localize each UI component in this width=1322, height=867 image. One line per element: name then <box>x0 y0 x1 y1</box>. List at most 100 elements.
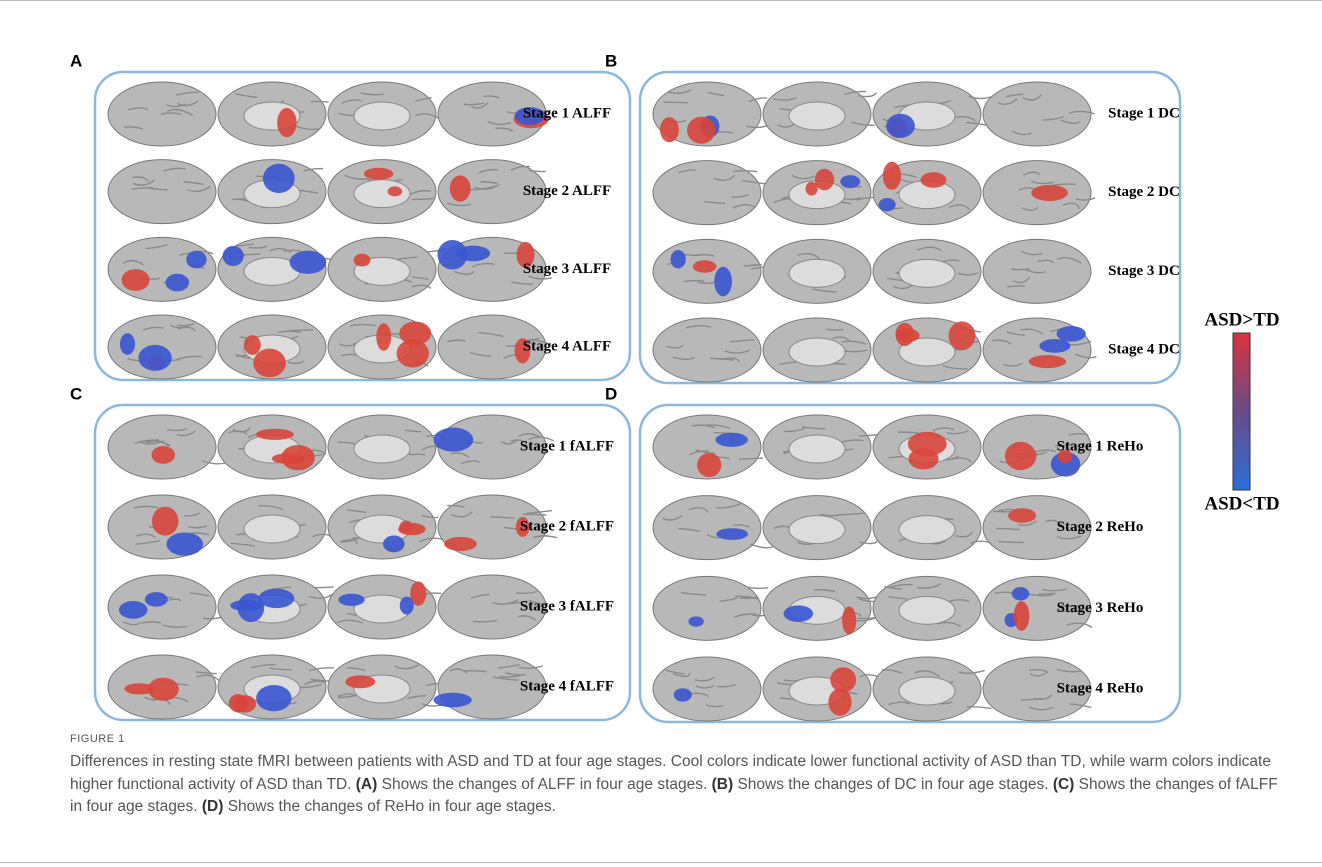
row-label: Stage 2 ReHo <box>1057 519 1144 535</box>
activation-blob <box>434 428 474 452</box>
caption-letter: (B) <box>712 776 734 793</box>
brain <box>328 495 443 559</box>
brain <box>108 575 227 639</box>
brain <box>653 82 770 146</box>
row-label: Stage 1 ALFF <box>523 105 611 121</box>
brain <box>328 237 446 301</box>
medial-wall <box>354 102 410 130</box>
activation-blob <box>388 186 403 196</box>
caption-label: FIGURE 1 <box>70 733 1285 745</box>
brain <box>108 160 216 224</box>
row-label: Stage 1 ReHo <box>1057 438 1144 454</box>
activation-blob <box>883 162 901 190</box>
brain <box>328 655 448 719</box>
medial-wall <box>899 516 955 544</box>
gyrus <box>993 511 1010 512</box>
activation-blob <box>828 689 851 716</box>
gyrus <box>826 329 843 330</box>
activation-blob <box>1029 355 1066 368</box>
row-label: Stage 4 fALFF <box>520 678 614 694</box>
row-label: Stage 4 ALFF <box>523 338 611 354</box>
caption-letter: (C) <box>1053 776 1075 793</box>
brain <box>328 575 441 639</box>
row-label: Stage 1 fALFF <box>520 438 614 454</box>
activation-blob <box>716 528 748 540</box>
activation-blob <box>660 117 679 142</box>
row-label: Stage 1 DC <box>1108 105 1180 121</box>
activation-blob <box>1005 442 1036 470</box>
brain <box>983 239 1091 303</box>
brain <box>873 161 981 225</box>
activation-blob <box>1008 508 1036 523</box>
row-label: Stage 3 ALFF <box>523 261 611 277</box>
activation-blob <box>272 453 305 464</box>
activation-blob <box>338 594 364 606</box>
activation-blob <box>1056 326 1085 342</box>
brain <box>763 657 884 721</box>
caption-letter: (D) <box>202 798 224 815</box>
brain <box>108 655 219 719</box>
activation-blob <box>949 321 976 350</box>
activation-blob <box>1039 339 1070 353</box>
activation-blob <box>716 433 748 447</box>
activation-blob <box>714 267 732 297</box>
brain <box>763 496 877 560</box>
brain <box>218 82 329 146</box>
caption-item: Shows the changes of DC in four age stag… <box>737 776 1048 793</box>
brain <box>873 657 992 721</box>
activation-blob <box>688 616 703 626</box>
brain-surface <box>108 237 216 301</box>
activation-blob <box>383 535 405 552</box>
activation-blob <box>354 254 371 267</box>
activation-blob <box>806 182 818 196</box>
brain <box>218 575 334 639</box>
medial-wall <box>244 515 300 543</box>
activation-blob <box>895 323 914 346</box>
medial-wall <box>789 435 845 463</box>
brain <box>653 496 773 560</box>
activation-blob <box>886 114 915 138</box>
row-label: Stage 4 ReHo <box>1057 680 1144 696</box>
brain <box>873 239 981 303</box>
activation-blob <box>263 164 295 193</box>
gyrus <box>289 330 313 331</box>
medial-wall <box>354 435 410 463</box>
brain <box>763 82 876 146</box>
brain <box>653 161 766 225</box>
panel-letter: D <box>605 384 617 403</box>
brain <box>763 576 881 640</box>
brain <box>328 160 436 224</box>
activation-blob <box>244 335 261 355</box>
activation-blob <box>921 172 947 187</box>
brain <box>983 82 1094 146</box>
bottom-rule <box>0 862 1322 863</box>
caption: FIGURE 1 Differences in resting state fM… <box>70 733 1285 819</box>
row-label: Stage 3 DC <box>1108 263 1180 279</box>
row-label: Stage 2 fALFF <box>520 518 614 534</box>
colorbar-top: ASD>TD <box>1204 309 1279 330</box>
brain <box>218 655 334 719</box>
activation-blob <box>1012 587 1030 600</box>
activation-blob <box>345 675 375 688</box>
activation-blob <box>364 168 393 180</box>
brain <box>218 160 326 224</box>
medial-wall <box>789 516 845 544</box>
activation-blob <box>122 269 150 291</box>
activation-blob <box>229 694 247 712</box>
brain <box>763 318 871 382</box>
activation-blob <box>784 605 814 622</box>
brain <box>873 496 990 560</box>
activation-blob <box>671 250 686 268</box>
brain <box>983 161 1095 225</box>
gyrus <box>529 170 546 171</box>
activation-blob <box>138 345 171 371</box>
row-label: Stage 4 DC <box>1108 341 1180 357</box>
activation-blob <box>450 175 471 201</box>
activation-blob <box>399 521 413 534</box>
activation-blob <box>148 678 179 701</box>
brain <box>328 415 445 479</box>
brain <box>328 82 439 146</box>
activation-blob <box>397 339 429 367</box>
brain <box>218 415 326 479</box>
panel-letter: A <box>70 51 82 70</box>
